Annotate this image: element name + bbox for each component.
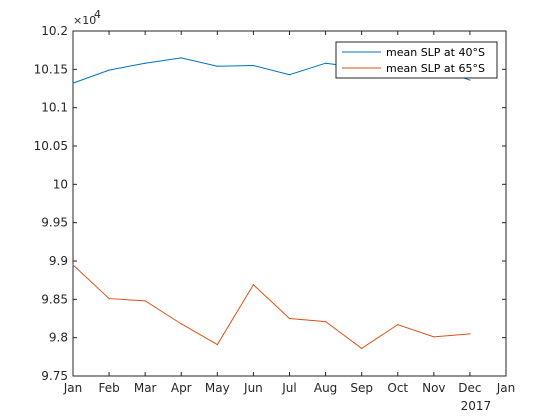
y-exponent-base: ×10 bbox=[73, 14, 96, 27]
data-point bbox=[180, 323, 182, 325]
data-point bbox=[252, 284, 255, 286]
y-tick-label: 9.9 bbox=[49, 254, 68, 268]
data-point bbox=[144, 62, 146, 64]
y-tick-label: 10.1 bbox=[41, 101, 68, 115]
legend-label-1: mean SLP at 40°S bbox=[386, 46, 485, 59]
y-tick-label: 9.85 bbox=[41, 292, 68, 306]
x-tick-label: Jul bbox=[281, 381, 296, 395]
legend-label-2: mean SLP at 65°S bbox=[386, 62, 485, 75]
data-point bbox=[216, 343, 218, 346]
data-point bbox=[469, 333, 471, 335]
legend-box bbox=[335, 41, 498, 79]
y-tick-label: 10.2 bbox=[41, 24, 68, 38]
x-tick-label: Feb bbox=[98, 381, 119, 395]
data-point bbox=[288, 317, 291, 320]
x-tick-label: Dec bbox=[458, 381, 481, 395]
data-point bbox=[433, 336, 435, 338]
data-point bbox=[288, 74, 291, 76]
data-point bbox=[361, 347, 363, 349]
data-point bbox=[108, 69, 110, 71]
data-point bbox=[397, 324, 399, 326]
data-point bbox=[252, 64, 255, 67]
x-tick-label: Jan bbox=[63, 381, 83, 395]
y-tick-label: 10.15 bbox=[34, 62, 68, 76]
data-point bbox=[72, 82, 74, 84]
plot-area-background bbox=[73, 31, 506, 376]
x-tick-label: Aug bbox=[314, 381, 337, 395]
y-tick-label: 9.8 bbox=[49, 331, 68, 345]
data-point bbox=[324, 62, 327, 64]
x-tick-label: Oct bbox=[387, 381, 408, 395]
series-line-2 bbox=[72, 264, 470, 350]
data-point bbox=[469, 79, 471, 81]
y-tick-label: 10.05 bbox=[34, 139, 68, 153]
x-tick-label: May bbox=[205, 381, 230, 395]
x-secondary-label: 2017 bbox=[461, 399, 492, 413]
y-tick-label: 9.75 bbox=[41, 369, 68, 383]
data-point bbox=[72, 264, 74, 266]
data-point bbox=[108, 297, 110, 300]
y-tick-label: 10 bbox=[53, 177, 68, 191]
x-tick-label: Jan bbox=[496, 381, 516, 395]
data-point bbox=[324, 320, 327, 323]
x-tick-label: Sep bbox=[350, 381, 373, 395]
x-tick-label: Apr bbox=[171, 381, 192, 395]
x-tick-label: Nov bbox=[422, 381, 445, 395]
data-point bbox=[180, 57, 182, 59]
x-tick-label: Jun bbox=[243, 381, 263, 395]
data-point bbox=[144, 300, 146, 302]
y-exponent-power: 4 bbox=[94, 8, 101, 21]
y-tick-label: 9.95 bbox=[41, 216, 68, 230]
data-point bbox=[216, 65, 218, 67]
x-tick-label: Mar bbox=[134, 381, 157, 395]
